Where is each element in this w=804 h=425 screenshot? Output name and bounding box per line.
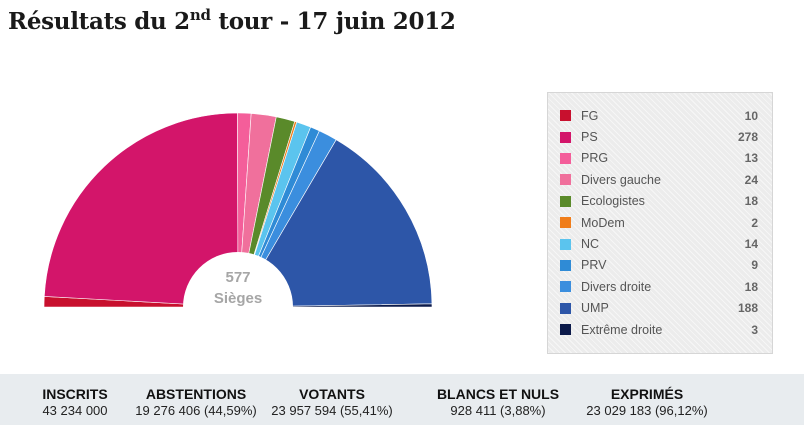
legend-value: 10: [744, 108, 758, 123]
legend-item-extreme-droite: Extrême droite 3: [560, 319, 758, 340]
legend-label: PRV: [581, 258, 607, 273]
stat-label: BLANCS ET NULS: [436, 386, 560, 402]
legend-label: PRG: [581, 151, 609, 166]
legend-label: Extrême droite: [581, 322, 663, 337]
legend-item-prg: PRG 13: [560, 148, 758, 169]
legend-label: Divers droite: [581, 279, 652, 294]
legend-value: 18: [744, 194, 758, 209]
stat-abstentions: ABSTENTIONS 19 276 406 (44,59%): [135, 386, 256, 418]
legend-swatch: [560, 302, 571, 314]
hemicycle-chart: 577 Sièges: [43, 112, 433, 327]
chart-center-mask: [170, 307, 310, 327]
title-main: Résultats du 2: [8, 8, 190, 35]
center-seat-count: 577: [225, 269, 250, 286]
chart-legend: FG 10 PS 278 PRG 13 Divers gauche 24 Ecologistes…: [547, 92, 773, 354]
legend-label: Divers gauche: [581, 172, 661, 187]
legend-swatch: [560, 174, 571, 186]
legend-value: 24: [744, 172, 758, 187]
legend-item-ecologistes: Ecologistes 18: [560, 191, 758, 212]
legend-value: 13: [744, 151, 758, 166]
legend-value: 2: [751, 215, 758, 230]
stat-value: 23 957 594 (55,41%): [271, 403, 393, 418]
legend-value: 9: [751, 258, 758, 273]
legend-swatch: [560, 217, 571, 229]
stat-votants: VOTANTS 23 957 594 (55,41%): [271, 386, 392, 418]
page-title: Résultats du 2nd tour - 17 juin 2012: [8, 6, 456, 36]
legend-item-ps: PS 278: [560, 126, 758, 147]
legend-label: Ecologistes: [581, 194, 645, 209]
legend-label: NC: [581, 237, 600, 252]
legend-label: UMP: [581, 301, 609, 316]
stat-value: 23 029 183 (96,12%): [586, 403, 708, 418]
legend-label: PS: [581, 130, 598, 145]
legend-item-prv: PRV 9: [560, 255, 758, 276]
center-seat-unit: Sièges: [214, 290, 262, 307]
stat-label: INSCRITS: [42, 386, 108, 402]
stat-label: EXPRIMÉS: [610, 386, 684, 402]
legend-item-modem: MoDem 2: [560, 212, 758, 233]
stat-inscrits: INSCRITS 43 234 000: [42, 386, 107, 418]
legend-swatch: [560, 131, 571, 143]
legend-value: 3: [751, 322, 758, 337]
legend-label: MoDem: [581, 215, 625, 230]
stats-bar: INSCRITS 43 234 000 ABSTENTIONS 19 276 406 …: [0, 374, 804, 425]
stat-label: ABSTENTIONS: [145, 386, 247, 402]
stat-blancs-et-nuls: BLANCS ET NULS 928 411 (3,88%): [437, 386, 559, 418]
stat-value: 43 234 000: [42, 403, 108, 418]
legend-swatch: [560, 281, 571, 293]
slice-ps: [43, 112, 239, 308]
slice-ump: [237, 139, 433, 308]
legend-value: 18: [744, 279, 758, 294]
legend-swatch: [560, 152, 571, 164]
stat-value: 928 411 (3,88%): [450, 403, 546, 418]
legend-item-divers-droite: Divers droite 18: [560, 276, 758, 297]
stat-value: 19 276 406 (44,59%): [135, 403, 257, 418]
legend-swatch: [560, 110, 571, 122]
legend-item-ump: UMP 188: [560, 298, 758, 319]
title-rest: tour - 17 juin 2012: [210, 8, 456, 35]
legend-swatch: [560, 238, 571, 250]
legend-item-divers-gauche: Divers gauche 24: [560, 169, 758, 190]
legend-swatch: [560, 324, 571, 336]
legend-swatch: [560, 195, 571, 207]
legend-value: 188: [737, 301, 758, 316]
legend-item-nc: NC 14: [560, 233, 758, 254]
legend-label: FG: [581, 108, 599, 123]
title-superscript: nd: [189, 6, 211, 24]
legend-value: 278: [737, 130, 758, 145]
stat-exprimes: EXPRIMÉS 23 029 183 (96,12%): [586, 386, 707, 418]
stat-label: VOTANTS: [299, 386, 365, 402]
legend-value: 14: [744, 237, 758, 252]
legend-item-fg: FG 10: [560, 105, 758, 126]
legend-swatch: [560, 259, 571, 271]
